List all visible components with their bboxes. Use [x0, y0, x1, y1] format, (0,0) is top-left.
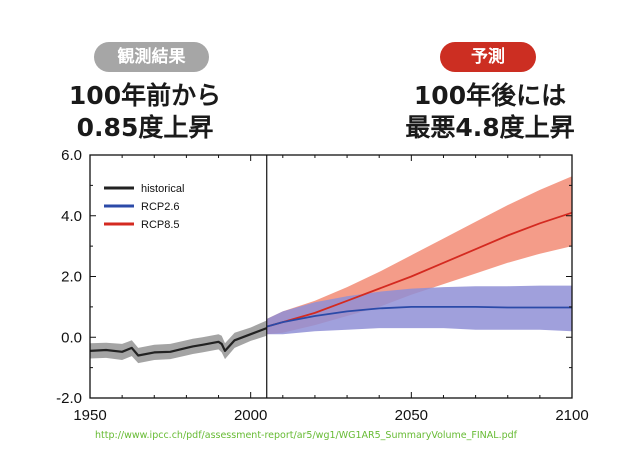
- y-tick-label: 6.0: [61, 147, 82, 164]
- rcp26-uncertainty-band: [266, 285, 572, 335]
- forecast-badge: 予測: [440, 42, 536, 72]
- y-tick-label: -2.0: [56, 390, 82, 407]
- forecast-headline-line1: 100年後には: [413, 81, 567, 110]
- observed-badge: 観測結果: [94, 42, 209, 72]
- x-tick-label: 2100: [555, 407, 588, 424]
- x-tick-label: 2000: [234, 407, 267, 424]
- rcp26-series-line: [266, 305, 572, 328]
- legend-label-rcp85: RCP8.5: [141, 219, 180, 231]
- historical-uncertainty-band: [90, 320, 267, 364]
- historical-series-line: [89, 327, 268, 357]
- y-tick-label: 0.0: [61, 329, 82, 346]
- y-tick-label: 4.0: [61, 208, 82, 225]
- legend-label-historical: historical: [141, 183, 184, 195]
- forecast-headline-line2: 最悪4.8度上昇: [405, 113, 575, 142]
- x-tick-label: 2050: [395, 407, 428, 424]
- legend-label-rcp26: RCP2.6: [141, 201, 180, 213]
- observed-headline-line2: 0.85度上昇: [76, 113, 214, 142]
- observed-headline-line1: 100年前から: [68, 81, 222, 110]
- forecast-headline: 100年後には 最悪4.8度上昇: [390, 80, 590, 144]
- rcp85-uncertainty-band: [266, 176, 572, 335]
- x-tick-label: 1950: [73, 407, 106, 424]
- rcp85-series-line: [266, 211, 573, 328]
- observed-headline: 100年前から 0.85度上昇: [40, 80, 250, 144]
- y-tick-label: 2.0: [61, 269, 82, 286]
- source-link[interactable]: http://www.ipcc.ch/pdf/assessment-report…: [95, 430, 517, 441]
